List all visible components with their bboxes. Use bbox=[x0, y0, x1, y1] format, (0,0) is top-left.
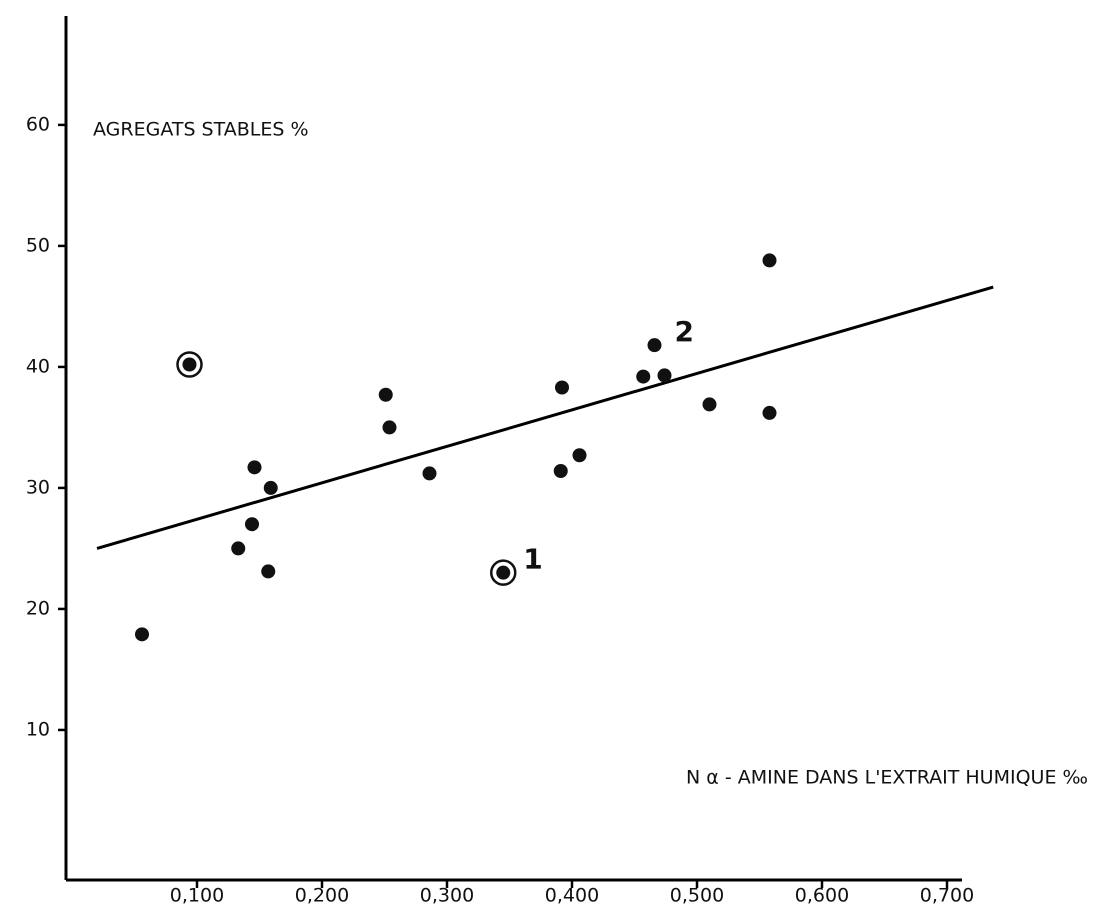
y-tick-label: 30 bbox=[26, 476, 50, 498]
x-axis-label: N α - AMINE DANS L'EXTRAIT HUMIQUE ‰ bbox=[686, 767, 1088, 789]
point bbox=[702, 397, 717, 412]
annotation: 1 bbox=[523, 543, 542, 576]
x-tick-label: 0,500 bbox=[670, 885, 724, 906]
point bbox=[231, 541, 246, 556]
y-tick-label: 50 bbox=[26, 234, 50, 256]
x-tick-label: 0,700 bbox=[920, 885, 974, 906]
point bbox=[245, 517, 259, 532]
annotation: 2 bbox=[675, 315, 694, 348]
point bbox=[422, 466, 437, 481]
y-axis-label: AGREGATS STABLES % bbox=[93, 119, 309, 141]
point bbox=[647, 338, 662, 353]
point bbox=[572, 448, 587, 463]
point bbox=[555, 380, 569, 395]
point bbox=[261, 564, 276, 579]
x-tick-label: 0,300 bbox=[420, 885, 474, 906]
point bbox=[263, 480, 278, 495]
x-tick-label: 0,100 bbox=[170, 885, 224, 906]
y-tick-label: 60 bbox=[26, 113, 50, 135]
point bbox=[182, 357, 197, 372]
circle-marker bbox=[176, 351, 203, 378]
point bbox=[378, 387, 393, 402]
point bbox=[496, 565, 511, 580]
y-tick-label: 40 bbox=[26, 355, 50, 377]
point bbox=[762, 253, 777, 268]
point bbox=[135, 627, 149, 642]
y-tick-label: 10 bbox=[26, 718, 50, 740]
y-tick-label: 20 bbox=[26, 597, 50, 619]
point bbox=[657, 368, 672, 383]
point bbox=[636, 369, 651, 384]
point bbox=[553, 463, 568, 478]
x-tick-label: 0,200 bbox=[295, 885, 349, 906]
trend-line bbox=[96, 285, 994, 550]
point bbox=[247, 460, 262, 475]
point bbox=[762, 405, 777, 420]
x-tick-label: 0,400 bbox=[545, 885, 599, 906]
x-tick-label: 0,600 bbox=[795, 885, 849, 906]
circle-marker bbox=[490, 559, 517, 586]
point bbox=[382, 420, 397, 435]
